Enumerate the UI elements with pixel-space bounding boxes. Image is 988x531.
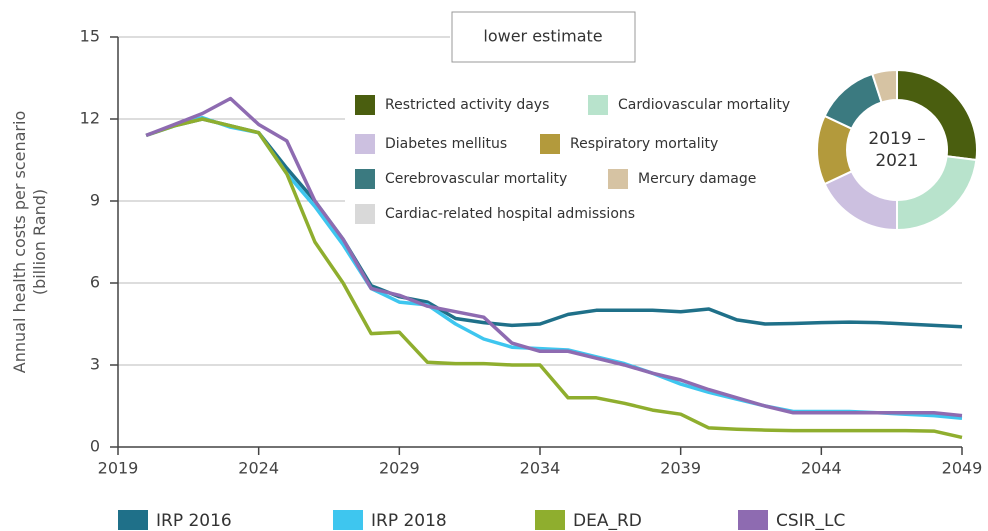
donut-segment: [871, 68, 898, 104]
annotation-box: [451, 11, 636, 63]
legend-swatch: [535, 510, 565, 530]
y-tick-label: 3: [90, 355, 100, 374]
y-tick-label: 12: [80, 109, 100, 128]
x-tick-label: 2029: [379, 459, 420, 478]
legend-swatch: [355, 134, 375, 154]
legend-label: Cardiac-related hospital admissions: [385, 206, 635, 222]
legend-swatch: [118, 510, 148, 530]
legend-swatch: [608, 169, 628, 189]
x-tick-label: 2034: [520, 459, 561, 478]
legend-label: DEA_RD: [573, 511, 642, 531]
legend-label: Diabetes mellitus: [385, 136, 507, 152]
annotation: lower estimate: [483, 27, 602, 46]
x-tick-label: 2019: [98, 459, 139, 478]
legend-swatch: [355, 95, 375, 115]
legend-label: Cardiovascular mortality: [618, 97, 790, 113]
legend-swatch: [738, 510, 768, 530]
legend-swatch: [355, 169, 375, 189]
legend-label: IRP 2016: [156, 511, 232, 531]
legend-label: Respiratory mortality: [570, 136, 718, 152]
x-tick-label: 2039: [660, 459, 701, 478]
legend-label: Mercury damage: [638, 171, 756, 187]
y-tick-label: 9: [90, 191, 100, 210]
x-tick-label: 2049: [942, 459, 983, 478]
y-axis-label-line: Annual health costs per scenario: [10, 111, 29, 373]
y-tick-label: 0: [90, 437, 100, 456]
donut-center-label: 2019 –: [868, 129, 925, 149]
legend-swatch: [333, 510, 363, 530]
legend-swatch: [588, 95, 608, 115]
y-axis-label: Annual health costs per scenario(billion…: [10, 111, 49, 373]
legend-swatch: [355, 204, 375, 224]
y-tick-label: 6: [90, 273, 100, 292]
donut-center-label: 2021: [875, 151, 918, 171]
legend-label: IRP 2018: [371, 511, 447, 531]
series-line: [145, 117, 963, 440]
y-tick-label: 15: [80, 27, 100, 46]
legend-label: Cerebrovascular mortality: [385, 171, 567, 187]
y-axis-label-line: (billion Rand): [30, 189, 49, 295]
series-line: [145, 117, 963, 329]
legend-swatch: [540, 134, 560, 154]
legend-label: CSIR_LC: [776, 511, 845, 531]
legend-label: Restricted activity days: [385, 97, 549, 113]
x-tick-label: 2044: [801, 459, 842, 478]
x-tick-label: 2024: [238, 459, 279, 478]
series-line: [145, 96, 963, 418]
